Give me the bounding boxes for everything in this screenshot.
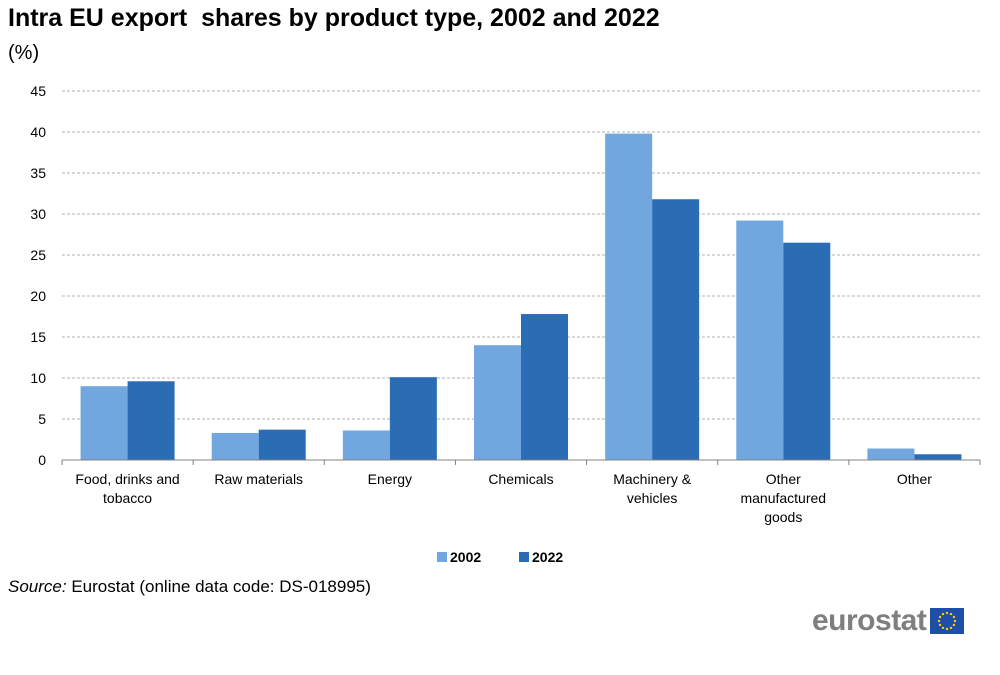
flag-star bbox=[953, 615, 956, 619]
y-tick-label: 45 bbox=[30, 83, 46, 99]
bar-2002 bbox=[605, 133, 653, 460]
y-tick-label: 15 bbox=[30, 329, 46, 345]
y-tick-label: 40 bbox=[30, 124, 46, 140]
legend-swatch-2022 bbox=[519, 552, 529, 562]
x-category-label: Energy bbox=[368, 471, 412, 487]
flag-star bbox=[950, 612, 953, 616]
flag-star bbox=[950, 626, 953, 630]
y-tick-label: 30 bbox=[30, 206, 46, 222]
bar-2002 bbox=[867, 448, 915, 460]
bar-2022 bbox=[652, 199, 700, 461]
x-category-label: Machinery & vehicles bbox=[613, 471, 691, 506]
bar-2002 bbox=[474, 345, 521, 460]
y-tick-label: 20 bbox=[30, 288, 46, 304]
flag-star bbox=[942, 612, 945, 616]
bar-2022 bbox=[258, 429, 306, 460]
source-note: Source: Eurostat (online data code: DS-0… bbox=[8, 577, 371, 597]
y-tick-label: 5 bbox=[38, 411, 46, 427]
flag-star bbox=[953, 623, 956, 627]
x-category-label: Other bbox=[897, 471, 932, 487]
eu-flag-icon bbox=[930, 608, 965, 634]
legend-swatch-2002 bbox=[437, 552, 447, 562]
y-axis-unit-label: (%) bbox=[8, 42, 40, 64]
x-category-label: Chemicals bbox=[488, 471, 553, 487]
legend-label-2022: 2022 bbox=[532, 549, 563, 565]
source-text: Eurostat (online data code: DS-018995) bbox=[66, 577, 371, 596]
y-tick-label: 35 bbox=[30, 165, 46, 181]
flag-star bbox=[942, 626, 945, 630]
flag-star bbox=[954, 619, 957, 623]
eurostat-logo-text: eurostat bbox=[812, 604, 927, 637]
bar-2022 bbox=[914, 454, 962, 460]
chart-title: Intra EU export shares by product type, … bbox=[8, 4, 660, 32]
eurostat-logo: eurostat bbox=[812, 604, 965, 638]
flag-star bbox=[946, 627, 949, 631]
bar-2002 bbox=[342, 430, 390, 460]
flag-star bbox=[946, 611, 949, 615]
bar-2022 bbox=[389, 377, 437, 460]
y-tick-label: 10 bbox=[30, 370, 46, 386]
bar-2022 bbox=[783, 242, 831, 460]
bar-chart: 0 5 10 15 20 25 30 35 40 45 Food, drinks and tobacc… bbox=[30, 83, 981, 565]
source-label: Source: bbox=[8, 577, 67, 596]
x-category-label: Raw materials bbox=[214, 471, 303, 487]
y-tick-label: 25 bbox=[30, 247, 46, 263]
bar-2002 bbox=[80, 386, 128, 460]
legend-label-2002: 2002 bbox=[450, 549, 481, 565]
bar-2002 bbox=[736, 220, 784, 460]
bar-2002 bbox=[211, 432, 259, 460]
flag-star bbox=[939, 623, 942, 627]
flag-star bbox=[938, 619, 941, 623]
y-tick-label: 0 bbox=[38, 452, 46, 468]
bar-2022 bbox=[521, 314, 568, 460]
flag-star bbox=[939, 615, 942, 619]
x-category-label: Food, drinks and tobacco bbox=[75, 471, 179, 506]
bar-2022 bbox=[127, 381, 175, 460]
x-category-label: Other manufactured goods bbox=[740, 471, 826, 525]
